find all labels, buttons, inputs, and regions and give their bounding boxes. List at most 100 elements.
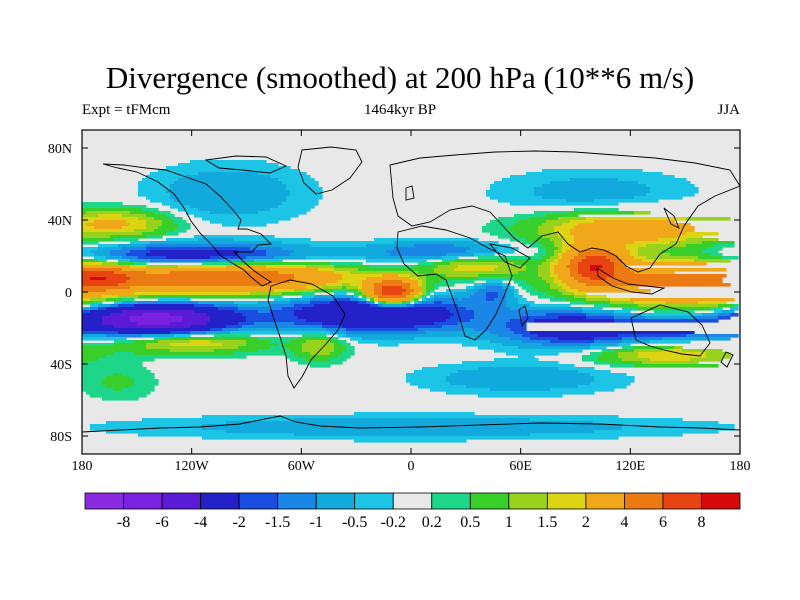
field-cell — [558, 253, 563, 257]
field-cell — [690, 358, 723, 362]
lat-tick-label: 0 — [65, 286, 72, 301]
field-cell — [558, 289, 567, 293]
field-cell — [686, 238, 719, 242]
field-cell — [82, 262, 103, 266]
field-cell — [422, 289, 427, 293]
field-cell — [310, 364, 331, 368]
field-cell — [98, 244, 119, 248]
field-cell — [586, 298, 611, 302]
field-cell — [102, 319, 131, 323]
field-cell — [486, 280, 503, 284]
field-cell — [82, 241, 99, 245]
field-cell — [678, 235, 703, 239]
field-cell — [666, 301, 699, 305]
field-cell — [686, 217, 731, 221]
field-cell — [614, 265, 627, 269]
field-cell — [382, 274, 399, 278]
field-cell — [158, 169, 299, 173]
field-cell — [578, 265, 591, 269]
field-cell — [214, 349, 259, 353]
field-cell — [522, 334, 539, 338]
longitude-axis: 180 120W 60W 0 60E 120E 180 — [72, 130, 751, 474]
field-cell — [534, 253, 547, 257]
field-cell — [114, 325, 191, 329]
field-cell — [410, 286, 423, 290]
field-cell — [402, 292, 411, 296]
field-cell — [558, 217, 587, 221]
field-cell — [282, 181, 319, 185]
field-cell — [178, 208, 199, 212]
field-cell — [614, 274, 727, 278]
field-cell — [110, 250, 131, 254]
field-cell — [178, 178, 279, 182]
field-cell — [358, 268, 435, 272]
field-cell — [618, 355, 639, 359]
field-cell — [386, 301, 403, 305]
field-cell — [174, 199, 287, 203]
field-cell — [518, 301, 535, 305]
field-cell — [106, 289, 275, 293]
field-cell — [122, 310, 195, 314]
field-cell — [630, 298, 735, 302]
field-cell — [166, 214, 175, 218]
field-cell — [566, 289, 579, 293]
field-cell — [506, 298, 519, 302]
field-cell — [202, 427, 623, 431]
field-cell — [530, 433, 683, 437]
field-cell — [542, 244, 555, 248]
field-cell — [90, 250, 111, 254]
field-cell — [478, 277, 515, 281]
field-cell — [614, 319, 719, 323]
field-cell — [594, 376, 635, 380]
field-cell — [226, 265, 267, 269]
coast-eurasia — [389, 150, 740, 273]
field-cell — [554, 229, 571, 233]
field-cell — [118, 283, 271, 287]
field-cell — [142, 313, 171, 317]
field-cell — [130, 211, 155, 215]
field-cell — [294, 418, 531, 422]
field-cell — [290, 190, 323, 194]
field-cell — [570, 286, 639, 290]
field-cell — [430, 295, 435, 299]
field-cell — [354, 292, 359, 296]
colorbar-swatch — [662, 492, 702, 510]
field-cell — [90, 394, 147, 398]
field-cell — [190, 160, 267, 164]
field-cell — [510, 202, 619, 206]
field-cell — [106, 430, 227, 434]
field-cell — [574, 292, 587, 296]
field-cell — [570, 271, 579, 275]
field-cell — [562, 241, 575, 245]
field-cell — [286, 187, 323, 191]
field-cell — [234, 301, 259, 305]
field-cell — [146, 235, 163, 239]
field-cell — [130, 250, 151, 254]
field-cell — [342, 325, 415, 329]
field-cell — [634, 301, 667, 305]
field-cell — [566, 298, 587, 302]
field-cell — [538, 334, 619, 338]
field-cell — [446, 289, 467, 293]
field-cell — [578, 370, 611, 374]
field-cell — [282, 247, 395, 251]
field-cell — [138, 433, 295, 437]
field-cell — [518, 235, 543, 239]
field-cell — [478, 274, 539, 278]
field-cell — [362, 286, 375, 290]
colorbar-label: -1 — [310, 514, 323, 531]
colorbar-swatch — [508, 492, 548, 510]
field-cell — [114, 301, 123, 305]
field-cell — [226, 430, 595, 434]
colorbar-label: 8 — [697, 514, 705, 531]
field-cell — [478, 394, 563, 398]
field-cell — [98, 358, 155, 362]
field-cell — [370, 295, 379, 299]
field-cell — [82, 292, 135, 296]
field-cell — [294, 304, 315, 308]
field-cell — [578, 262, 615, 266]
field-cell — [202, 436, 619, 440]
field-cell — [558, 367, 595, 371]
field-cell — [558, 337, 595, 341]
field-cell — [550, 268, 555, 272]
